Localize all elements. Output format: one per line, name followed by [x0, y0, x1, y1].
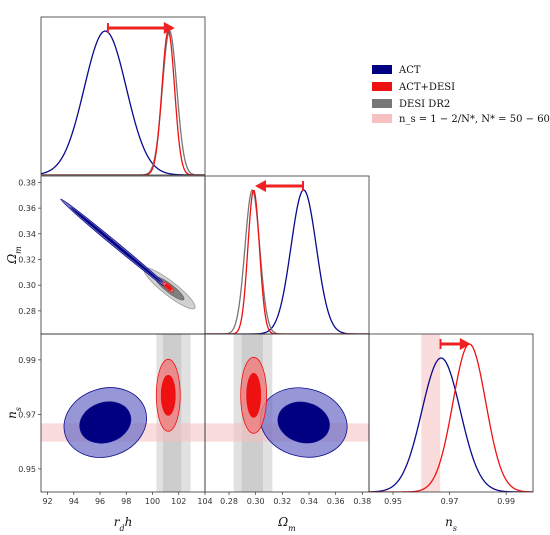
xtick-label-ns-2: 0.99: [497, 497, 515, 506]
panel-om-vs-rdh: [60, 198, 196, 310]
legend-label-desi: DESI DR2: [399, 99, 450, 110]
xtick-label-rdh-0: 92: [42, 497, 52, 506]
ytick-label-ns-0: 0.99: [18, 356, 36, 365]
xtick-label-rdh-5: 102: [171, 497, 186, 506]
curve-desi-om: [205, 189, 369, 334]
curve-act-ns: [369, 357, 533, 492]
legend-swatch-ns-band: [372, 114, 392, 123]
contour-act-rdh-ns-68: [79, 401, 132, 444]
panel-rdh-marginal: [41, 22, 205, 175]
xtick-label-rdh-1: 94: [69, 497, 79, 506]
legend-label-actdesi: ACT+DESI: [398, 82, 455, 93]
curve-actdesi-om: [205, 189, 369, 334]
panel-ns-vs-rdh: [41, 334, 205, 492]
curve-desi-rdh: [41, 30, 205, 175]
ytick-label-om-1: 0.36: [18, 204, 36, 213]
curve-act-om: [205, 189, 369, 334]
ytick-label-ns-2: 0.95: [18, 465, 36, 474]
xtick-label-om-4: 0.36: [327, 497, 345, 506]
xtick-label-rdh-4: 100: [145, 497, 160, 506]
contour-actdesi-rdh-ns-68: [160, 374, 176, 416]
xlabel-om: Ωm: [277, 515, 296, 533]
xlabel-ns: ns: [445, 515, 457, 533]
xtick-label-om-2: 0.32: [273, 497, 291, 506]
xtick-label-om-0: 0.28: [220, 497, 238, 506]
xtick-label-rdh-2: 96: [95, 497, 105, 506]
ytick-label-om-2: 0.34: [18, 230, 36, 239]
curve-actdesi-ns: [369, 343, 533, 492]
band-ns-prediction-f: [421, 334, 441, 492]
ylabel-ns: ns: [5, 407, 23, 419]
xlabel-rdh: rdh: [114, 515, 133, 533]
xtick-label-rdh-6: 104: [197, 497, 212, 506]
contour-act-om-ns-68: [277, 401, 330, 444]
ytick-label-ns-1: 0.97: [18, 410, 36, 419]
curve-actdesi-rdh: [41, 29, 205, 175]
arrow-om-head: [255, 180, 266, 192]
contour-act-rdh-om-68: [70, 206, 162, 283]
xtick-label-om-3: 0.34: [300, 497, 318, 506]
legend-swatch-actdesi: [372, 82, 392, 91]
contour-actdesi-om-ns-68: [246, 372, 262, 418]
ytick-label-om-5: 0.28: [18, 307, 36, 316]
panel-frame-c0-r1: [40, 175, 206, 335]
xtick-label-rdh-3: 98: [121, 497, 131, 506]
ytick-label-om-0: 0.38: [18, 178, 36, 187]
panel-frame-c0-r0: [40, 16, 206, 176]
contour-actdesi-rdh-om-68: [164, 283, 172, 291]
xtick-label-om-1: 0.30: [247, 497, 265, 506]
xtick-label-ns-0: 0.95: [384, 497, 402, 506]
legend-label-ns-band: n_s = 1 − 2/N*, N* = 50 − 60: [399, 114, 550, 125]
panel-frame-c2-r2: [368, 333, 534, 493]
xtick-label-om-5: 0.38: [353, 497, 371, 506]
arrow-ns-head: [459, 338, 471, 350]
legend: ACT ACT+DESI DESI DR2 n_s = 1 − 2/N*, N*…: [372, 65, 550, 125]
panel-frame-c1-r1: [204, 175, 370, 335]
xtick-label-ns-1: 0.97: [441, 497, 459, 506]
legend-swatch-desi: [372, 99, 392, 108]
legend-swatch-act: [372, 65, 392, 74]
ytick-label-om-4: 0.30: [18, 281, 36, 290]
arrow-rdh-head: [163, 22, 175, 34]
ytick-label-om-3: 0.32: [18, 255, 36, 264]
panel-om-marginal: [205, 180, 369, 334]
panel-ns-marginal: [369, 334, 533, 492]
legend-label-act: ACT: [398, 65, 421, 76]
panel-ns-vs-om: [205, 334, 369, 492]
